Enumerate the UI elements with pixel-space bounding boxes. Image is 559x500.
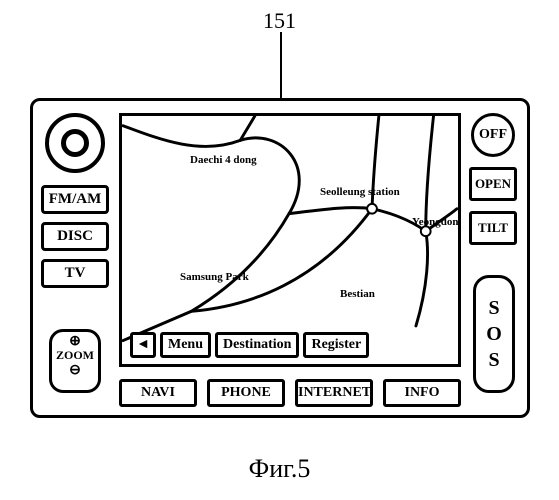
menu-button[interactable]: Menu <box>160 332 211 358</box>
back-icon: ◄ <box>136 337 150 352</box>
off-button[interactable]: OFF <box>471 113 515 157</box>
disc-button[interactable]: DISC <box>41 222 109 251</box>
info-button[interactable]: INFO <box>383 379 461 407</box>
back-button[interactable]: ◄ <box>130 332 156 358</box>
map-label-yeongdong: Yeongdong <box>412 216 461 228</box>
map-canvas <box>122 116 458 364</box>
dial-inner-icon <box>61 129 89 157</box>
open-button[interactable]: OPEN <box>469 167 517 201</box>
left-button-column: FM/AM DISC TV <box>41 185 109 296</box>
bottom-button-row: NAVI PHONE INTERNET INFO <box>119 379 461 407</box>
map-label-daechi: Daechi 4 dong <box>190 154 257 166</box>
map-label-bestian: Bestian <box>340 288 375 300</box>
phone-button[interactable]: PHONE <box>207 379 285 407</box>
sos-s2: S <box>476 347 512 373</box>
internet-button[interactable]: INTERNET <box>295 379 373 407</box>
sos-s1: S <box>476 295 512 321</box>
zoom-in-icon: ⊕ <box>52 334 98 349</box>
nav-screen: Daechi 4 dong Seolleung station Yeongdon… <box>119 113 461 367</box>
zoom-label: ZOOM <box>52 349 98 362</box>
device-bezel: FM/AM DISC TV ⊕ ZOOM ⊖ OFF OPEN TILT S O… <box>30 98 530 418</box>
sos-o: O <box>476 321 512 347</box>
tuning-dial[interactable] <box>45 113 105 173</box>
zoom-rocker[interactable]: ⊕ ZOOM ⊖ <box>49 329 101 393</box>
fm-am-button[interactable]: FM/AM <box>41 185 109 214</box>
destination-button[interactable]: Destination <box>215 332 299 358</box>
map-label-samsung: Samsung Park <box>180 271 249 283</box>
screen-button-row: ◄ Menu Destination Register <box>130 332 369 358</box>
tilt-button[interactable]: TILT <box>469 211 517 245</box>
right-button-column: OPEN TILT <box>469 167 517 255</box>
navi-button[interactable]: NAVI <box>119 379 197 407</box>
map-label-seolleung: Seolleung station <box>320 186 400 198</box>
sos-button[interactable]: S O S <box>473 275 515 393</box>
zoom-out-icon: ⊖ <box>52 363 98 378</box>
register-button[interactable]: Register <box>303 332 369 358</box>
figure-ref: 151 <box>263 8 296 34</box>
figure-caption: Фиг.5 <box>249 454 311 484</box>
tv-button[interactable]: TV <box>41 259 109 288</box>
